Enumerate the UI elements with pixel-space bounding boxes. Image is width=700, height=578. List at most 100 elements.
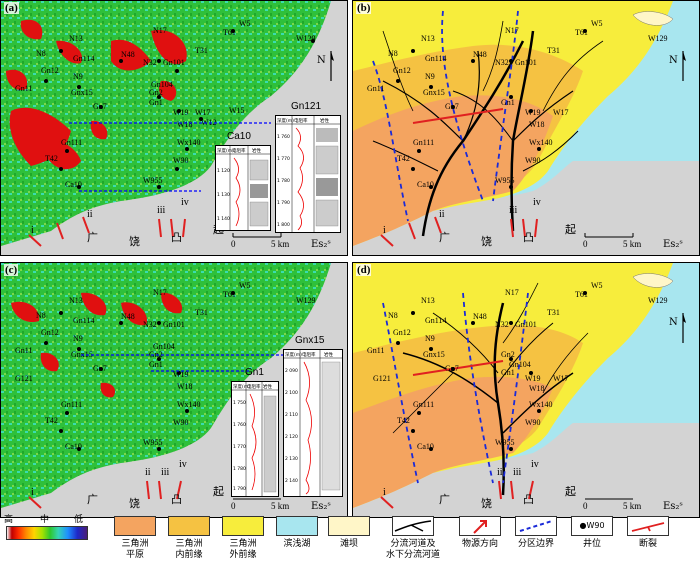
svg-text:深度(m): 深度(m) (217, 147, 234, 154)
legend-swatch: ●W90 (571, 516, 613, 536)
red-anomaly-patches-c (11, 292, 183, 398)
svg-text:i: i (31, 225, 34, 236)
svg-text:Gn11: Gn11 (367, 84, 384, 93)
svg-text:电阻率: 电阻率 (294, 117, 308, 124)
svg-text:Gn12: Gn12 (41, 66, 59, 75)
inset-a2-log: 深度(m) 电阻率 岩性 1 120 1 130 1 140 (215, 145, 271, 231)
svg-text:广: 广 (87, 231, 98, 244)
legend-item-well: ●W90 井位 (564, 516, 620, 550)
svg-text:2 110: 2 110 (285, 412, 298, 418)
svg-text:岩性: 岩性 (320, 117, 329, 124)
svg-text:岩性: 岩性 (324, 351, 333, 358)
svg-text:N8: N8 (36, 311, 46, 320)
svg-text:凸: 凸 (171, 231, 182, 244)
svg-text:广: 广 (439, 493, 450, 506)
inset-a1-svg: 深度(m) 电阻率 岩性 1 760 1 770 1 780 1 790 1 8… (276, 116, 340, 232)
svg-text:Gn7: Gn7 (93, 102, 107, 111)
svg-text:Gn111: Gn111 (61, 138, 82, 147)
svg-text:1 790: 1 790 (277, 200, 290, 206)
svg-text:Gn114: Gn114 (73, 316, 94, 325)
svg-text:T31: T31 (547, 308, 560, 317)
svg-text:N: N (669, 55, 678, 66)
inset-c2-title: Gn1 (245, 367, 264, 378)
svg-text:W17: W17 (195, 108, 211, 117)
svg-text:Gn101: Gn101 (515, 58, 537, 67)
svg-text:N13: N13 (421, 296, 435, 305)
svg-text:Gn11: Gn11 (367, 346, 384, 355)
svg-text:Gn1: Gn1 (149, 360, 163, 369)
well-dots-b (396, 29, 587, 189)
svg-text:W90: W90 (525, 156, 541, 165)
svg-text:Gn104: Gn104 (509, 360, 531, 369)
svg-text:T42: T42 (397, 154, 410, 163)
svg-text:W955: W955 (143, 176, 163, 185)
svg-text:2 120: 2 120 (285, 434, 298, 440)
svg-text:T61: T61 (575, 28, 588, 37)
svg-text:N17: N17 (153, 26, 167, 35)
svg-text:岩性: 岩性 (252, 147, 261, 154)
svg-text:起: 起 (565, 485, 576, 498)
inset-c1-log: 深度(m) 电阻率 岩性 2 090 2 100 2 110 2 120 2 1… (283, 349, 343, 497)
svg-text:Ca10: Ca10 (65, 180, 82, 189)
svg-text:W90: W90 (525, 418, 541, 427)
legend-gradient-bar (6, 526, 88, 540)
legend-grad-high: 高 (4, 515, 14, 525)
svg-text:N: N (317, 55, 326, 66)
svg-text:1 760: 1 760 (277, 134, 290, 140)
svg-text:Gn2: Gn2 (501, 350, 515, 359)
svg-text:W19: W19 (173, 370, 189, 379)
legend-item-inner-front: 三角洲 内前缘 (162, 516, 216, 561)
legend: 高 中 低 三角洲 平原 三角洲 内前缘 三角洲 外前缘 滨浅湖 滩坝 分流河道及 水下… (0, 510, 700, 578)
svg-text:ii: ii (87, 209, 93, 220)
source-arrow-icon (473, 520, 487, 534)
legend-swatch (276, 516, 318, 536)
svg-text:T42: T42 (45, 154, 58, 163)
svg-text:Gn114: Gn114 (425, 54, 446, 63)
svg-text:Gn12: Gn12 (393, 66, 411, 75)
svg-text:5 km: 5 km (623, 239, 641, 249)
source-arrows (28, 216, 186, 247)
svg-text:Gn7: Gn7 (445, 102, 459, 111)
svg-text:G121: G121 (15, 374, 33, 383)
svg-text:W5: W5 (591, 19, 603, 28)
north-arrow-b: N (669, 51, 686, 81)
svg-text:1 130: 1 130 (217, 192, 230, 198)
svg-text:W15: W15 (229, 106, 245, 115)
panel-b-facies-map: W5 T61 W129 N13 N17 N8 Gn114 N48 N32 Gn101 T31 G… (352, 0, 700, 256)
svg-text:Gn11: Gn11 (15, 346, 32, 355)
svg-text:Es₂ˢ: Es₂ˢ (311, 501, 331, 512)
svg-text:电阻率: 电阻率 (232, 147, 246, 154)
zone-boundaries (372, 10, 519, 222)
panel-b-label: (b) (356, 2, 372, 14)
svg-text:Gnx15: Gnx15 (423, 88, 445, 97)
svg-text:Gn111: Gn111 (413, 400, 434, 409)
legend-swatch (627, 516, 669, 536)
svg-text:Es₂ˢ: Es₂ˢ (663, 239, 683, 250)
svg-text:iv: iv (181, 197, 189, 208)
legend-item-delta-plain: 三角洲 平原 (108, 516, 162, 561)
svg-text:N13: N13 (69, 296, 83, 305)
svg-text:1 760: 1 760 (233, 422, 246, 428)
svg-text:W12: W12 (201, 118, 217, 127)
svg-text:N17: N17 (153, 288, 167, 297)
svg-text:W129: W129 (648, 34, 668, 43)
svg-text:Ca10: Ca10 (65, 442, 82, 451)
svg-text:N8: N8 (388, 49, 398, 58)
svg-text:1 770: 1 770 (277, 156, 290, 162)
svg-text:W129: W129 (296, 34, 316, 43)
legend-swatch (168, 516, 210, 536)
svg-text:T31: T31 (195, 46, 208, 55)
svg-text:iii: iii (161, 467, 170, 478)
panel-a-label: (a) (4, 2, 19, 14)
svg-text:N32: N32 (143, 58, 157, 67)
svg-text:T61: T61 (575, 290, 588, 299)
svg-text:5 km: 5 km (271, 239, 289, 249)
legend-item-source: 物源方向 (452, 516, 508, 550)
svg-text:N48: N48 (473, 50, 487, 59)
svg-text:饶: 饶 (129, 235, 140, 248)
legend-item-outer-front: 三角洲 外前缘 (216, 516, 270, 561)
svg-text:W17: W17 (553, 374, 569, 383)
